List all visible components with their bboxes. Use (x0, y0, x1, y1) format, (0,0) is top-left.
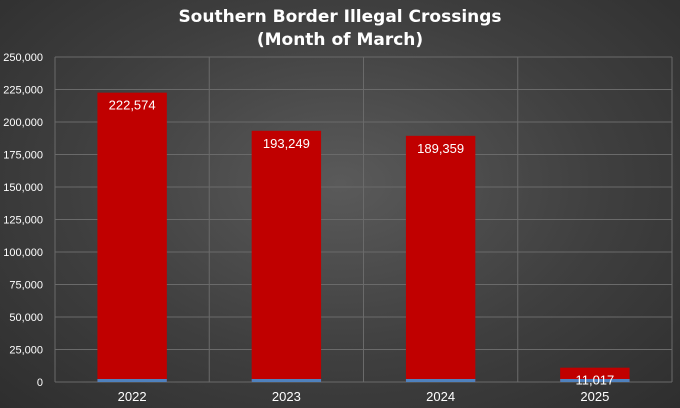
chart-title: Southern Border Illegal Crossings (Month… (0, 6, 680, 52)
chart-title-line-2: (Month of March) (256, 30, 424, 50)
bar (251, 130, 322, 382)
data-label: 11,017 (575, 373, 614, 388)
bar (560, 367, 630, 382)
y-tick-label: 25,000 (9, 345, 43, 357)
x-tick-label: 2024 (426, 389, 455, 404)
data-label: 193,249 (263, 136, 310, 151)
y-tick-label: 200,000 (3, 117, 43, 129)
bar-base-accent (97, 379, 167, 382)
bar-base-accent (405, 379, 476, 382)
y-tick-label: 250,000 (3, 52, 43, 64)
chart-title-line-1: Southern Border Illegal Crossings (178, 7, 502, 27)
x-tick-label: 2022 (118, 389, 147, 404)
bar (97, 92, 167, 382)
data-label: 222,574 (109, 98, 156, 113)
data-label: 189,359 (417, 141, 464, 156)
bar (405, 135, 476, 382)
y-tick-label: 125,000 (3, 215, 43, 227)
x-tick-label: 2023 (272, 389, 301, 404)
x-tick-label: 2025 (580, 389, 609, 404)
y-tick-label: 0 (37, 377, 43, 389)
bar-base-accent (560, 379, 630, 382)
y-tick-label: 50,000 (9, 312, 43, 324)
y-tick-label: 100,000 (3, 247, 43, 259)
y-tick-label: 150,000 (3, 182, 43, 194)
y-tick-label: 225,000 (3, 85, 43, 97)
y-tick-label: 175,000 (3, 150, 43, 162)
y-tick-label: 75,000 (9, 280, 43, 292)
bar-base-accent (251, 379, 322, 382)
